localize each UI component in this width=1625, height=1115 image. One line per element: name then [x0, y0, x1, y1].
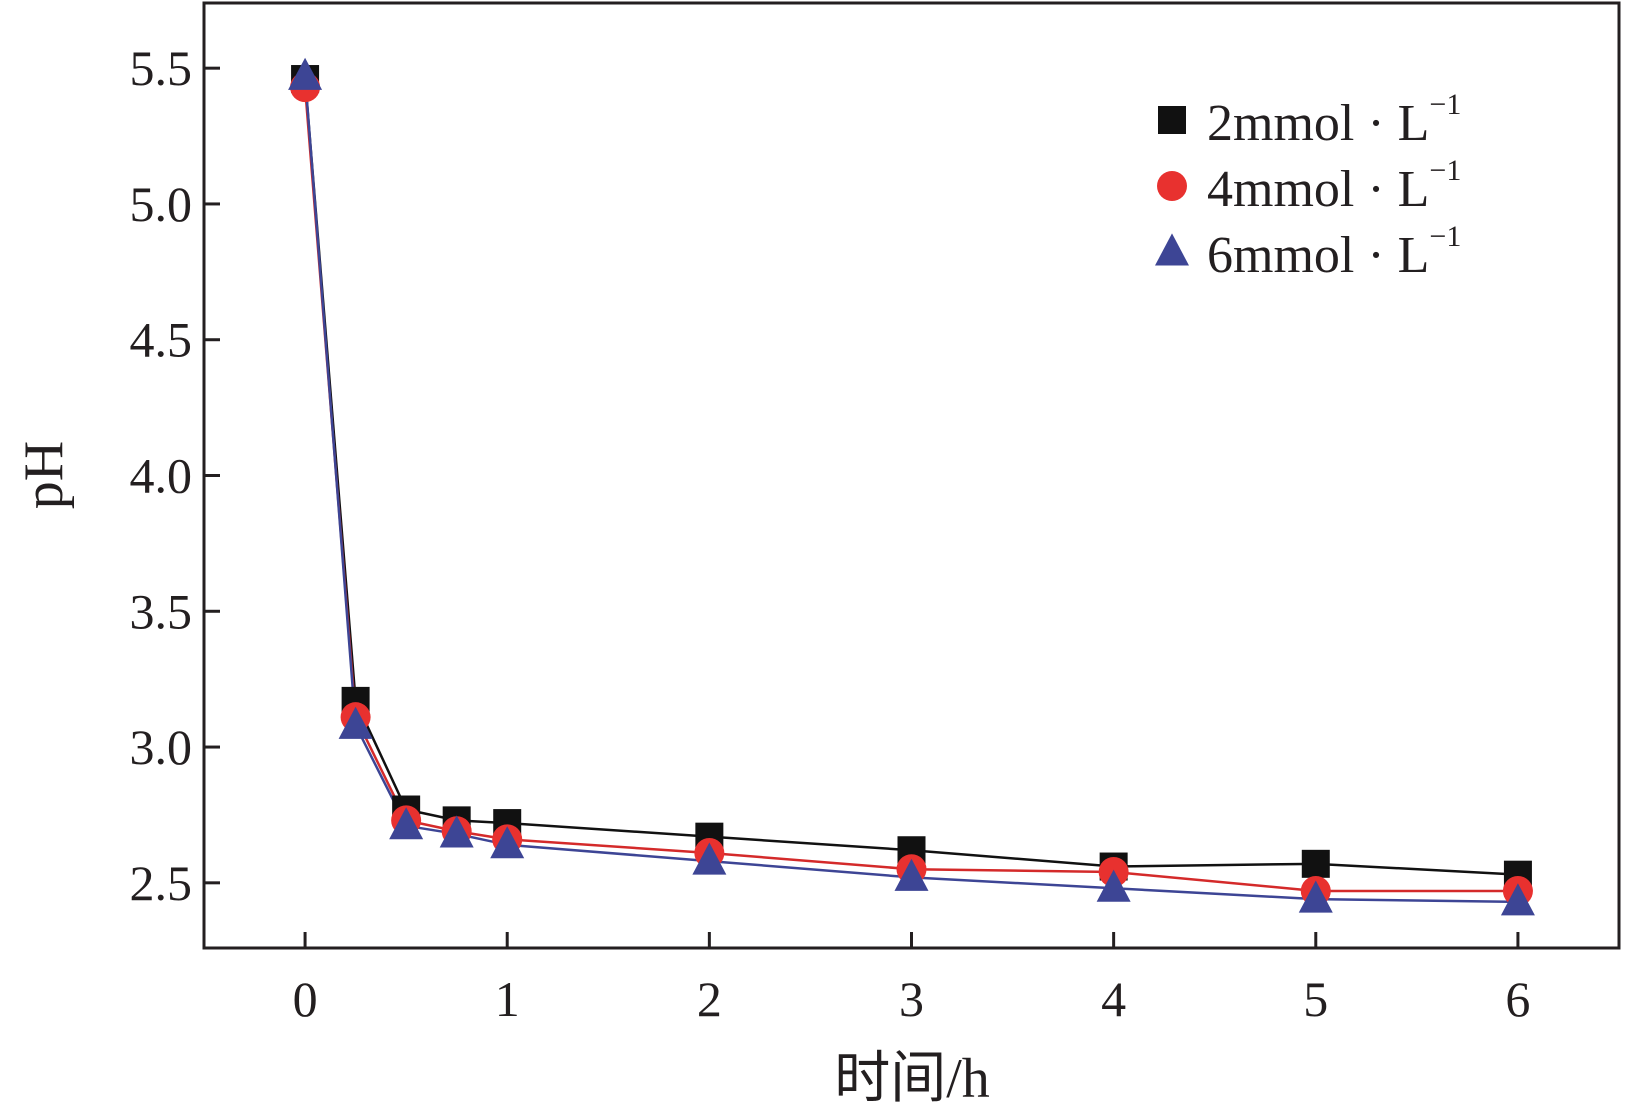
legend-marker: [1155, 233, 1189, 266]
y-tick-label: 2.5: [130, 855, 193, 911]
data-point: [490, 826, 525, 859]
x-tick-label: 4: [1101, 971, 1126, 1027]
y-tick-label: 4.5: [130, 312, 193, 368]
x-tick-label: 2: [697, 971, 722, 1027]
legend-label: 2mmol · L−1: [1207, 88, 1461, 152]
data-point: [389, 807, 424, 840]
series-line-2: [303, 87, 1518, 893]
series-lines: [303, 76, 1518, 904]
data-point: [338, 706, 373, 739]
data-point: [1298, 880, 1333, 913]
y-tick-label: 3.5: [130, 583, 193, 639]
x-tick-label: 5: [1303, 971, 1328, 1027]
legend-label: 4mmol · L−1: [1207, 154, 1461, 218]
data-point: [1096, 869, 1131, 902]
y-axis-label: pH: [13, 441, 75, 509]
y-tick-label: 3.0: [130, 719, 193, 775]
series-line-3: [303, 76, 1518, 904]
legend-marker: [1157, 171, 1187, 201]
x-axis-label: 时间/h: [834, 1048, 990, 1110]
y-tick-label: 5.0: [130, 176, 193, 232]
data-point: [1500, 883, 1535, 916]
legend-label: 6mmol · L−1: [1207, 220, 1461, 284]
x-tick-label: 6: [1505, 971, 1530, 1027]
y-tick-label: 4.0: [130, 448, 193, 504]
y-axis: 2.5 3.0 3.5 4.0 4.5 5.0 5.5: [130, 40, 220, 911]
data-point: [288, 57, 323, 90]
legend-marker: [1158, 106, 1186, 134]
x-tick-label: 1: [495, 971, 520, 1027]
x-tick-label: 0: [293, 971, 318, 1027]
x-tick-label: 3: [899, 971, 924, 1027]
data-point: [894, 858, 929, 891]
series-markers: [288, 57, 1535, 916]
x-axis: 0 1 2 3 4 5 6: [293, 932, 1530, 1027]
series-line-1: [303, 78, 1518, 876]
data-point: [692, 842, 727, 875]
y-tick-label: 5.5: [130, 40, 193, 96]
data-point: [439, 815, 474, 848]
data-point: [1301, 849, 1330, 878]
series-3-points: [288, 57, 1535, 916]
